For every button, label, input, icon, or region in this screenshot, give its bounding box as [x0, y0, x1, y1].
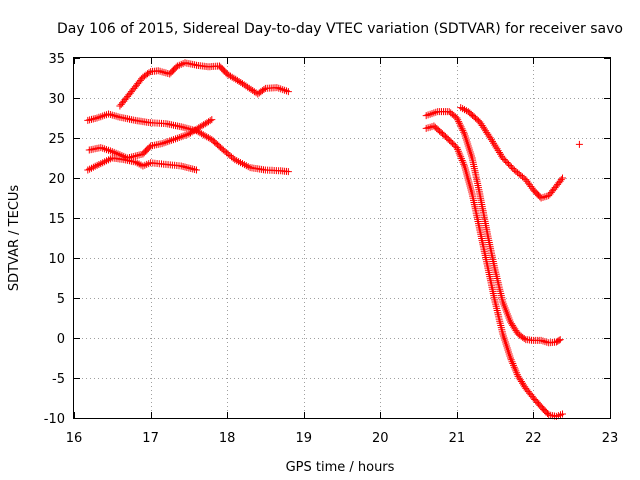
data-point-track-a: [112, 112, 120, 120]
data-point-track-f: [456, 151, 464, 159]
x-tick-label: 17: [142, 431, 159, 446]
data-point-track-e: [555, 336, 563, 344]
data-point-track-g: [500, 156, 508, 163]
data-point-track-e: [455, 118, 463, 126]
data-point-track-g: [495, 149, 503, 156]
y-tick-label: 15: [48, 212, 65, 227]
data-point-track-g: [486, 134, 494, 142]
data-point-track-f: [458, 157, 466, 164]
y-tick-label: 20: [48, 172, 65, 187]
data-point-track-f: [422, 124, 430, 132]
data-point-track-e: [539, 337, 547, 345]
data-point-track-e: [537, 336, 545, 344]
data-point-track-e: [541, 338, 549, 346]
data-point-track-g: [492, 143, 500, 151]
x-tick-label: 21: [449, 431, 466, 446]
data-point-track-c: [89, 163, 97, 171]
data-point-track-f: [544, 410, 551, 417]
data-point-track-b: [208, 116, 216, 124]
y-tick-label: -5: [52, 372, 65, 387]
y-tick-label: 30: [48, 92, 65, 107]
data-point-track-b: [145, 143, 153, 151]
data-point-track-c: [93, 161, 101, 169]
data-point-track-g: [507, 163, 515, 171]
data-point-track-c: [193, 166, 200, 174]
grid-lines: [74, 58, 610, 418]
data-point-track-f: [457, 153, 465, 161]
data-point-track-e: [459, 126, 467, 134]
y-tick-label: 25: [48, 132, 65, 147]
data-point-track-g: [490, 139, 498, 147]
x-tick-label: 22: [525, 431, 542, 446]
y-tick-label: -10: [44, 412, 65, 427]
data-point-track-g: [559, 174, 566, 182]
data-point-track-f: [559, 410, 566, 418]
x-tick-label: 18: [219, 431, 236, 446]
x-tick-label: 19: [295, 431, 312, 446]
y-tick-label: 0: [57, 332, 65, 347]
data-point-track-d: [260, 86, 268, 93]
data-point-track-e: [458, 125, 466, 133]
x-tick-label: 20: [372, 431, 389, 446]
data-point-track-e: [556, 336, 564, 344]
x-tick-label: 23: [602, 431, 619, 446]
data-point-track-f: [453, 144, 461, 152]
data-point-track-e: [456, 121, 464, 129]
data-point-track-e: [457, 123, 465, 131]
data-point-track-f: [510, 363, 518, 371]
data-point-track-a: [106, 111, 114, 118]
chart-title: Day 106 of 2015, Sidereal Day-to-day VTE…: [57, 21, 623, 37]
data-point-track-g: [505, 160, 512, 168]
data-point-track-e: [455, 119, 463, 127]
data-point-track-c: [84, 166, 92, 174]
data-point-track-g: [509, 165, 517, 172]
axis-ticks: 16 17 18 19 20 21 22 23 -10 -5 0 5 10 15 20 25 30 35: [44, 52, 619, 446]
data-point-track-f: [454, 147, 462, 155]
data-point-track-f: [510, 361, 517, 369]
data-point-track-f: [508, 358, 516, 366]
y-tick-label: 35: [48, 52, 65, 67]
data-point-track-g: [493, 145, 501, 153]
data-point-track-g: [480, 125, 488, 133]
data-point-track-b: [206, 117, 214, 125]
data-point-track-g: [487, 136, 495, 144]
data-point-track-g: [503, 159, 511, 166]
data-point-track-f: [460, 160, 468, 168]
data-point-track-a: [284, 168, 292, 176]
x-tick-label: 16: [66, 431, 83, 446]
data-point-isolated: [575, 140, 583, 148]
y-tick-label: 5: [57, 292, 65, 307]
y-axis-label: SDTVAR / TECUs: [7, 185, 22, 292]
data-point-track-f: [512, 367, 520, 375]
data-point-track-e: [453, 114, 461, 122]
data-point-track-g: [499, 154, 507, 162]
data-point-track-d: [145, 69, 153, 77]
data-point-track-f: [507, 354, 514, 362]
plot-frame: [73, 57, 611, 419]
x-axis-label: GPS time / hours: [286, 460, 395, 475]
y-tick-label: 10: [48, 252, 65, 267]
data-points: [84, 59, 583, 420]
data-point-track-e: [520, 335, 528, 342]
data-point-track-e: [460, 128, 468, 136]
data-point-track-d: [284, 88, 292, 96]
data-point-track-g: [557, 176, 565, 184]
data-point-track-e: [454, 116, 462, 124]
data-point-track-g: [520, 174, 528, 182]
